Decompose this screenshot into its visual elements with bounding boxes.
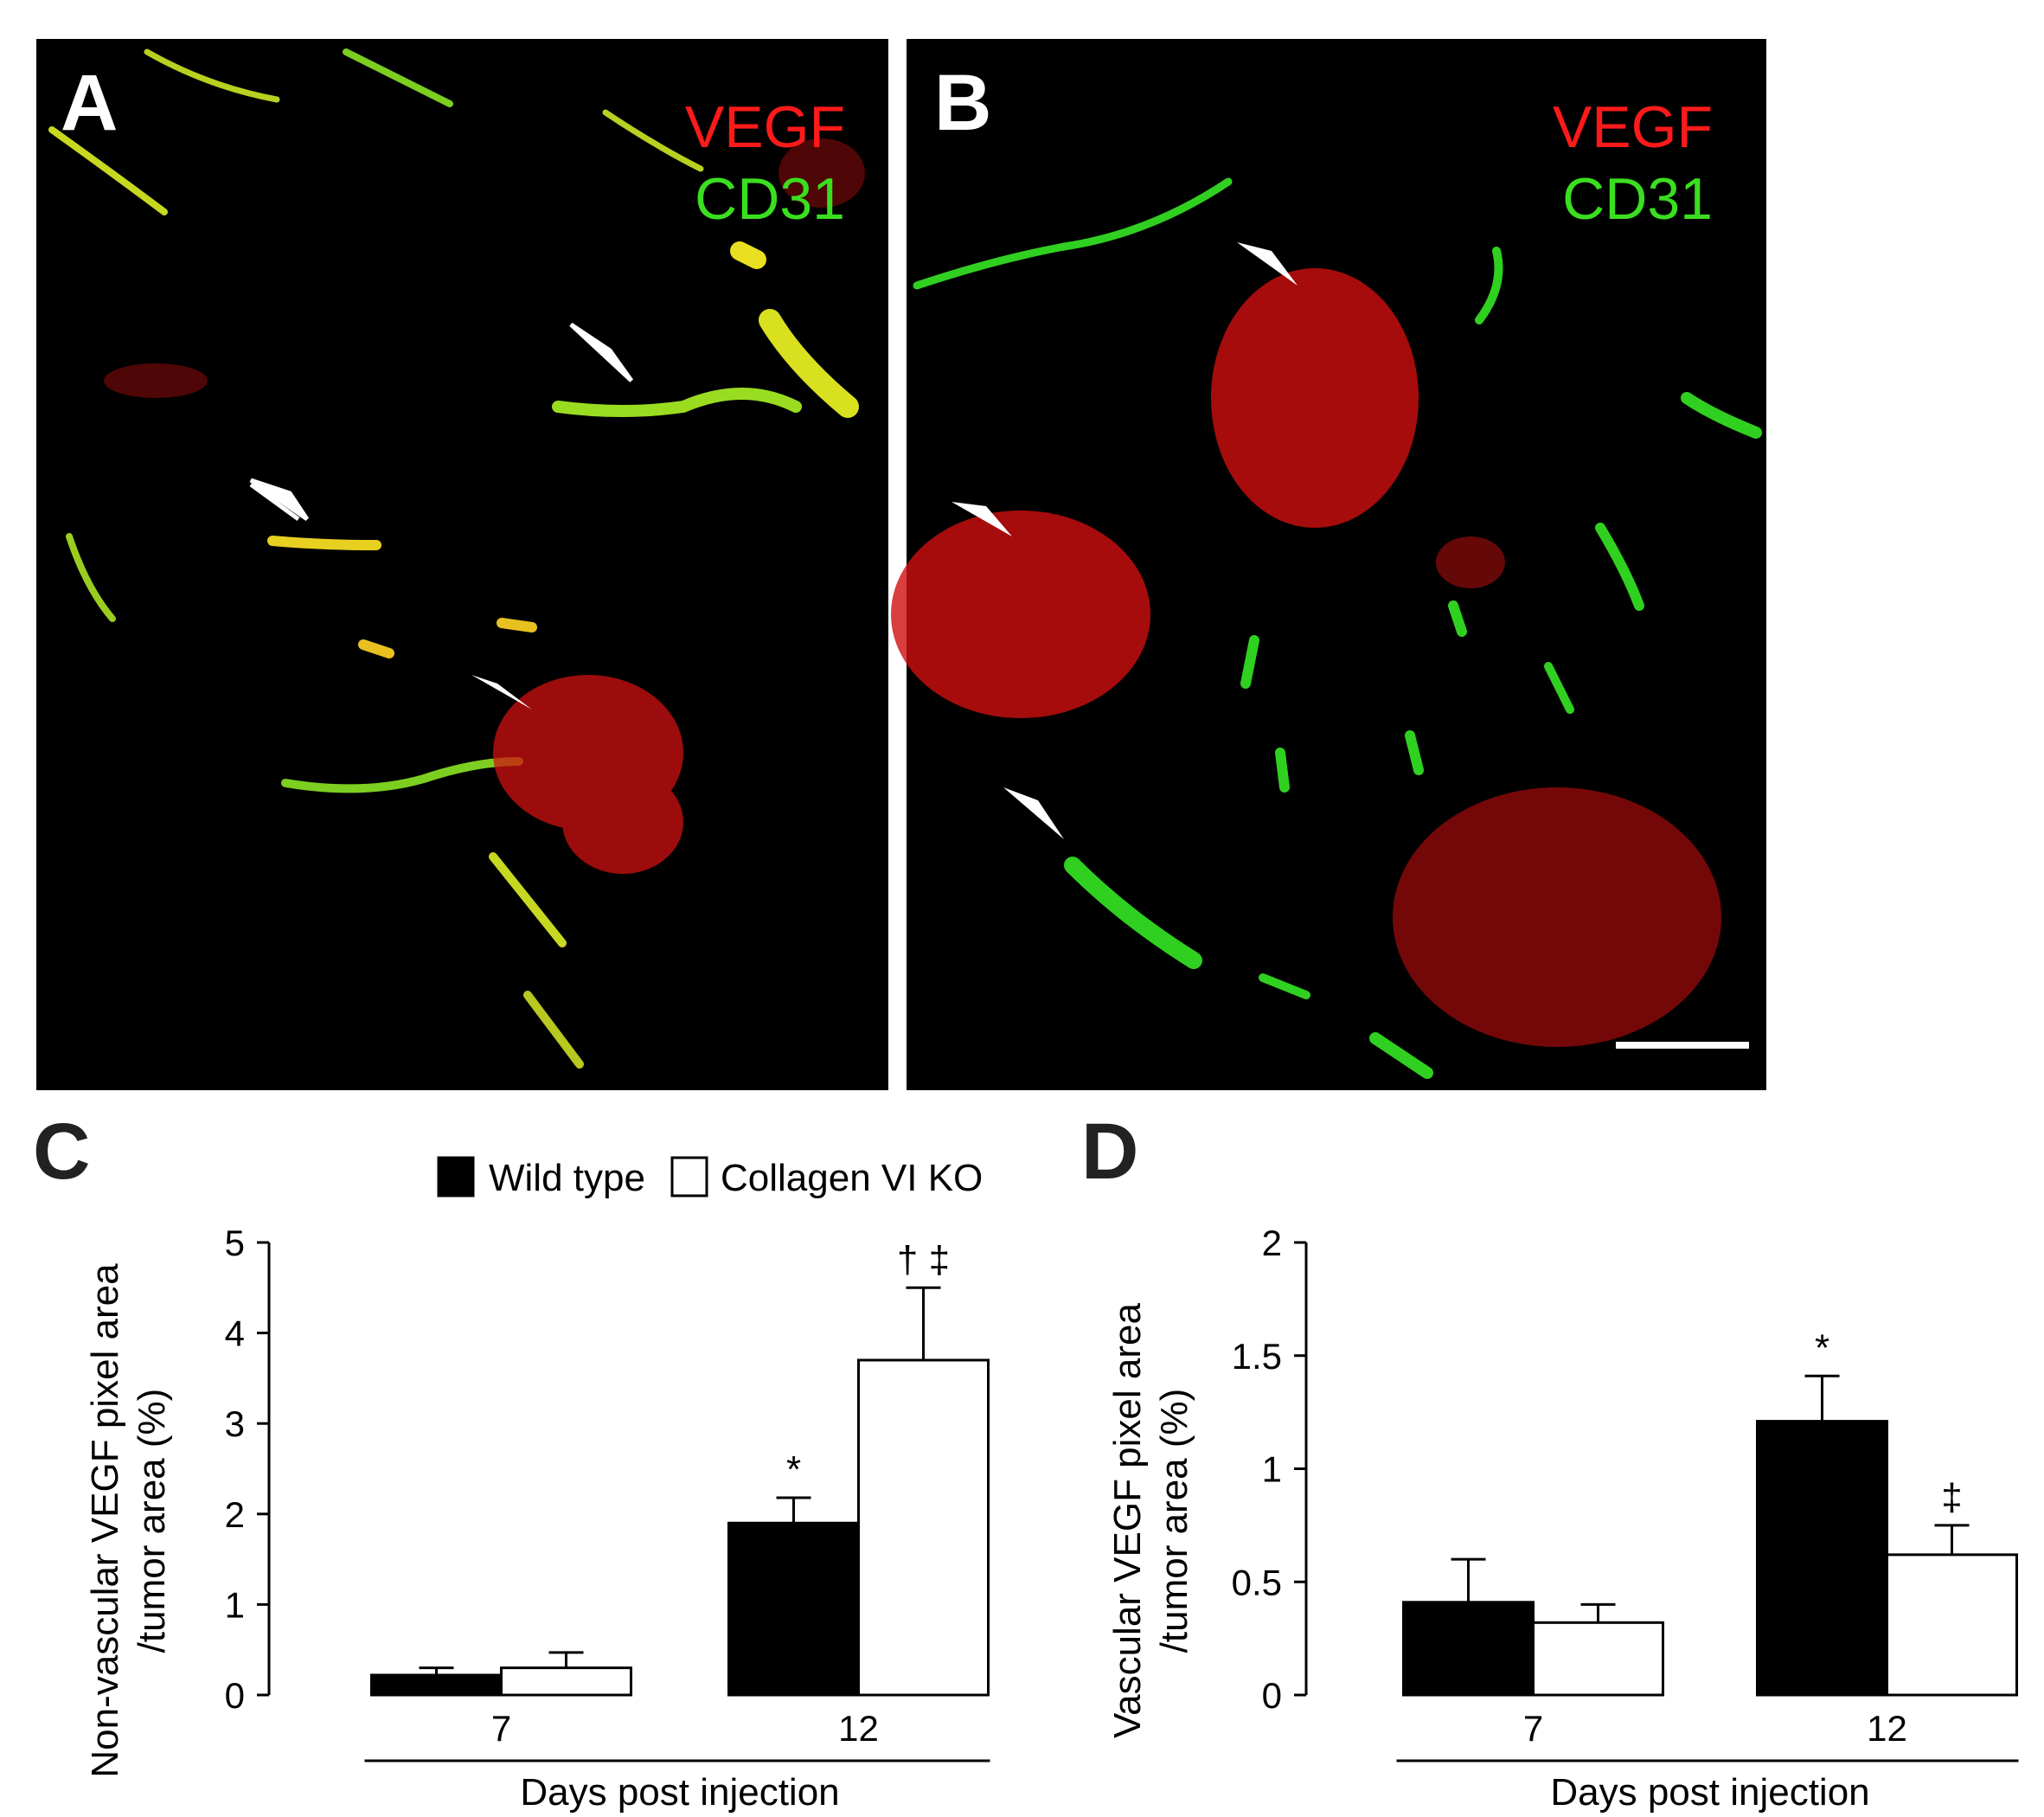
stain-label: VEGF <box>1553 94 1713 160</box>
y-axis-label: /tumor area (%) <box>131 1389 173 1653</box>
micrograph-b <box>891 39 1766 1090</box>
bar <box>1886 1553 2018 1697</box>
legend-label: Wild type <box>489 1157 645 1199</box>
stain-label: CD31 <box>1562 166 1713 232</box>
significance-mark: ‡ <box>1941 1476 1962 1518</box>
y-tick-label: 0 <box>225 1675 245 1716</box>
panel-label: C <box>33 1108 90 1196</box>
bar <box>370 1673 503 1697</box>
bar <box>1532 1621 1664 1697</box>
x-tick-label: 12 <box>1867 1708 1907 1749</box>
stain-label: CD31 <box>695 166 845 232</box>
y-axis-label: /tumor area (%) <box>1153 1389 1195 1653</box>
significance-mark: † ‡ <box>897 1238 950 1281</box>
y-tick-label: 1 <box>1262 1449 1282 1490</box>
y-tick-label: 2 <box>225 1494 245 1535</box>
x-axis-label: Days post injection <box>1550 1771 1869 1814</box>
y-axis-label: Non-vascular VEGF pixel area <box>84 1263 126 1778</box>
y-tick-label: 3 <box>225 1403 245 1444</box>
significance-mark: * <box>786 1448 801 1491</box>
y-tick-label: 0 <box>1262 1675 1282 1716</box>
y-axis-label: Vascular VEGF pixel area <box>1106 1302 1149 1737</box>
bar <box>1402 1601 1535 1697</box>
legend-label: Collagen VI KO <box>721 1157 983 1199</box>
x-axis-label: Days post injection <box>520 1771 839 1814</box>
x-tick-label: 12 <box>838 1708 879 1749</box>
bar <box>727 1521 860 1697</box>
micrograph-a <box>36 39 888 1090</box>
stain-label: VEGF <box>685 94 845 160</box>
panel-label: D <box>1081 1108 1138 1196</box>
x-tick-label: 7 <box>491 1708 511 1749</box>
y-tick-label: 2 <box>1262 1223 1282 1263</box>
legend-swatch <box>670 1156 708 1197</box>
y-tick-label: 1.5 <box>1232 1336 1282 1377</box>
y-tick-label: 0.5 <box>1232 1562 1282 1602</box>
y-tick-label: 4 <box>225 1313 245 1354</box>
panel-label: B <box>934 59 991 147</box>
panel-label: A <box>61 59 118 147</box>
y-tick-label: 5 <box>225 1223 245 1263</box>
bar <box>857 1358 990 1697</box>
bar <box>500 1666 632 1697</box>
x-tick-label: 7 <box>1523 1708 1543 1749</box>
significance-mark: * <box>1815 1326 1829 1369</box>
y-tick-label: 1 <box>225 1584 245 1625</box>
bar <box>1756 1420 1888 1697</box>
legend-swatch <box>437 1156 475 1197</box>
